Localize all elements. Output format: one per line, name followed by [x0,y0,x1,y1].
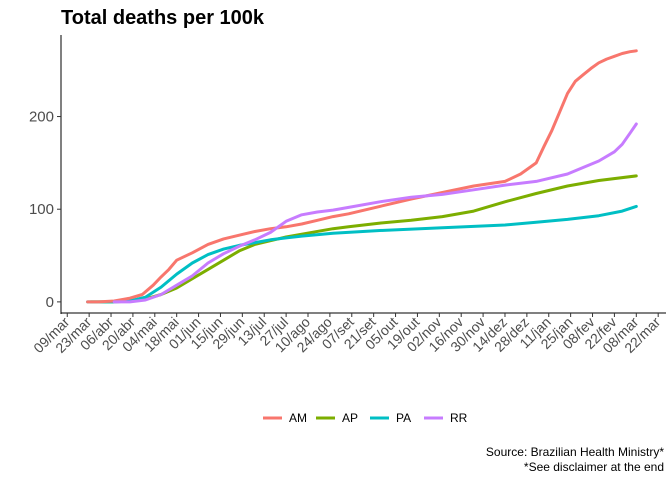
chart-title: Total deaths per 100k [61,7,265,29]
series-line-ap [89,174,638,304]
series-line-rr [112,122,638,304]
series-line-pa [86,204,638,304]
caption-source: Source: Brazilian Health Ministry* [486,445,664,459]
legend-label-ap: AP [342,411,358,425]
series-lines [86,49,638,304]
legend-label-pa: PA [396,411,411,425]
legend: AM AP PA RR [263,411,468,425]
legend-label-am: AM [289,411,307,425]
y-tick-label: 200 [29,109,54,126]
y-tick-label: 0 [46,294,54,311]
y-tick-label: 100 [29,201,54,218]
y-ticks: 0 100 200 [29,109,61,311]
series-line-am [86,49,638,304]
caption-disclaimer: *See disclaimer at the end [524,460,664,474]
x-ticks: 09/mar23/mar06/abr20/abr04/mai18/mai01/j… [30,313,664,356]
legend-label-rr: RR [450,411,468,425]
